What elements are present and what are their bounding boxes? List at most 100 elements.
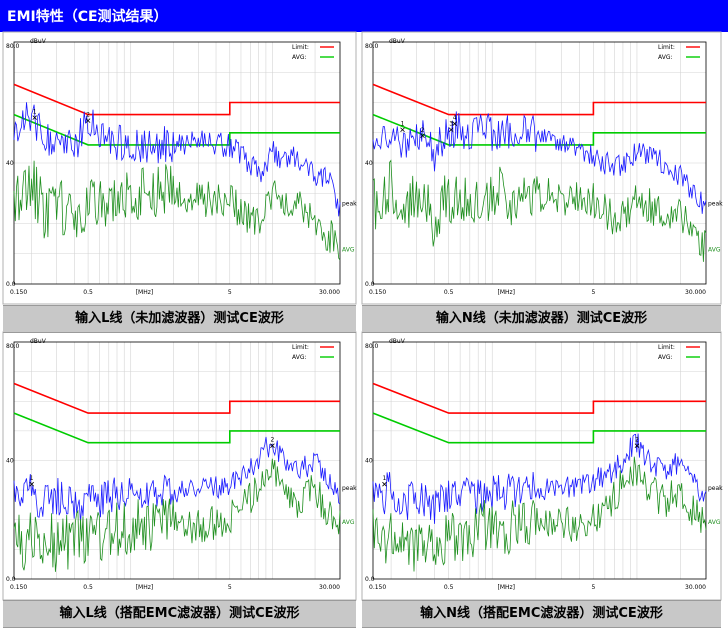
x-tick-label: 30.000 [685, 289, 706, 296]
peak-marker-l-filtered-1: 1 [29, 475, 34, 487]
avg-trace-label: AVG [708, 247, 721, 254]
avg-trace-n-filtered [372, 456, 707, 572]
peak-marker-n-unfiltered-2: 2 [420, 127, 425, 139]
legend-limit-label: Limit: [658, 44, 675, 51]
peak-trace-label: peak [708, 485, 723, 492]
peak-marker-n-filtered-2: 2 [634, 437, 640, 448]
peak-marker-n-filtered-1: 1 [382, 475, 387, 487]
limit-line-l-unfiltered [13, 83, 340, 116]
y-unit-label: dBuV [30, 38, 47, 45]
peak-marker-n-unfiltered-3: 3 [448, 121, 454, 133]
x-tick-label: 0.5 [83, 289, 93, 296]
plot-area-l-filtered [13, 341, 341, 580]
y-tick-label: 40 [365, 160, 373, 167]
caption-n-filtered: 输入N线（搭配EMC滤波器）测试CE波形 [362, 600, 721, 628]
x-tick-label: 30.000 [319, 289, 340, 296]
chart-frame-l-filtered [2, 331, 357, 601]
x-tick-label: 5 [228, 584, 232, 591]
x-tick-label: 30.000 [319, 584, 340, 591]
y-unit-label: dBuV [389, 38, 406, 45]
x-tick-label: 5 [591, 584, 595, 591]
limit-line-n-filtered [372, 382, 706, 414]
peak-trace-l-filtered [13, 436, 341, 524]
peak-marker-label: 2 [635, 437, 639, 444]
y-tick-label: 0.0 [6, 576, 16, 583]
x-unit-label: [MHz] [497, 289, 515, 296]
y-tick-label: 0.0 [6, 281, 16, 288]
peak-marker-label: 3 [449, 121, 453, 128]
caption-n-unfiltered: 输入N线（未加滤波器）测试CE波形 [362, 305, 721, 333]
peak-marker-label: 1 [33, 109, 37, 116]
chart-frame-n-filtered [361, 331, 722, 601]
legend-avg-label: AVG: [292, 54, 307, 61]
plot-area-l-unfiltered [13, 41, 341, 285]
peak-trace-label: peak [342, 200, 357, 207]
x-unit-label: [MHz] [136, 584, 154, 591]
x-tick-label: 5 [591, 289, 595, 296]
y-tick-label: 80.0 [365, 343, 379, 350]
legend-avg-label: AVG: [658, 54, 673, 61]
y-tick-label: 40 [365, 458, 373, 465]
peak-marker-label: 2 [421, 127, 425, 134]
avg-trace-l-filtered [13, 458, 341, 572]
peak-trace-label: peak [342, 485, 357, 492]
x-tick-label: 0.150 [369, 584, 386, 591]
section-header: EMI特性（CE测试结果） [0, 0, 728, 32]
x-tick-label: 5 [228, 289, 232, 296]
y-tick-label: 40 [6, 458, 14, 465]
y-tick-label: 80.0 [365, 43, 379, 50]
x-tick-label: 0.5 [444, 584, 454, 591]
avg-trace-l-unfiltered [13, 160, 341, 261]
peak-marker-n-unfiltered-4: 4 [452, 115, 457, 126]
chart-frame-n-unfiltered [361, 31, 722, 305]
x-tick-label: 0.150 [10, 584, 27, 591]
x-tick-label: 0.5 [444, 289, 454, 296]
avg-trace-label: AVG [708, 519, 721, 526]
peak-marker-label: 1 [401, 121, 405, 128]
x-unit-label: [MHz] [497, 584, 515, 591]
y-unit-label: dBuV [30, 338, 47, 345]
avg-trace-n-unfiltered [372, 159, 707, 262]
peak-marker-label: 4 [453, 115, 457, 122]
legend-limit-label: Limit: [292, 344, 309, 351]
peak-marker-label: 1 [30, 475, 34, 482]
limit-line-n-unfiltered [372, 83, 706, 116]
caption-l-filtered: 输入L线（搭配EMC滤波器）测试CE波形 [3, 600, 356, 628]
avg-limit-line-l-unfiltered [13, 113, 340, 146]
peak-trace-l-unfiltered [13, 102, 341, 217]
peak-marker-l-unfiltered-1: 1 [32, 109, 37, 120]
chart-frame-l-unfiltered [2, 31, 357, 305]
plot-area-n-filtered [372, 341, 707, 580]
x-unit-label: [MHz] [136, 289, 154, 296]
y-tick-label: 0.0 [365, 576, 375, 583]
peak-marker-n-unfiltered-1: 1 [400, 121, 405, 133]
peak-trace-label: peak [708, 200, 723, 207]
legend-avg-label: AVG: [658, 354, 673, 361]
peak-marker-label: 1 [383, 475, 387, 482]
y-tick-label: 40 [6, 160, 14, 167]
x-tick-label: 0.5 [83, 584, 93, 591]
peak-trace-n-filtered [372, 433, 707, 524]
x-tick-label: 30.000 [685, 584, 706, 591]
peak-marker-l-unfiltered-2: 2 [85, 112, 91, 123]
peak-marker-label: 2 [270, 437, 274, 444]
y-tick-label: 80.0 [6, 343, 20, 350]
caption-l-unfiltered: 输入L线（未加滤波器）测试CE波形 [3, 305, 356, 333]
avg-limit-line-l-filtered [13, 412, 340, 444]
avg-trace-label: AVG [342, 519, 355, 526]
y-unit-label: dBuV [389, 338, 406, 345]
legend-limit-label: Limit: [658, 344, 675, 351]
peak-marker-l-filtered-2: 2 [270, 437, 275, 448]
avg-limit-line-n-filtered [372, 412, 706, 444]
grid-n-filtered [373, 342, 706, 579]
y-tick-label: 0.0 [365, 281, 375, 288]
section-title: EMI特性（CE测试结果） [7, 9, 168, 25]
legend-avg-label: AVG: [292, 354, 307, 361]
x-tick-label: 0.150 [369, 289, 386, 296]
avg-trace-label: AVG [342, 247, 355, 254]
peak-trace-n-unfiltered [372, 111, 707, 214]
peak-marker-label: 2 [86, 112, 90, 119]
x-tick-label: 0.150 [10, 289, 27, 296]
legend-limit-label: Limit: [292, 44, 309, 51]
